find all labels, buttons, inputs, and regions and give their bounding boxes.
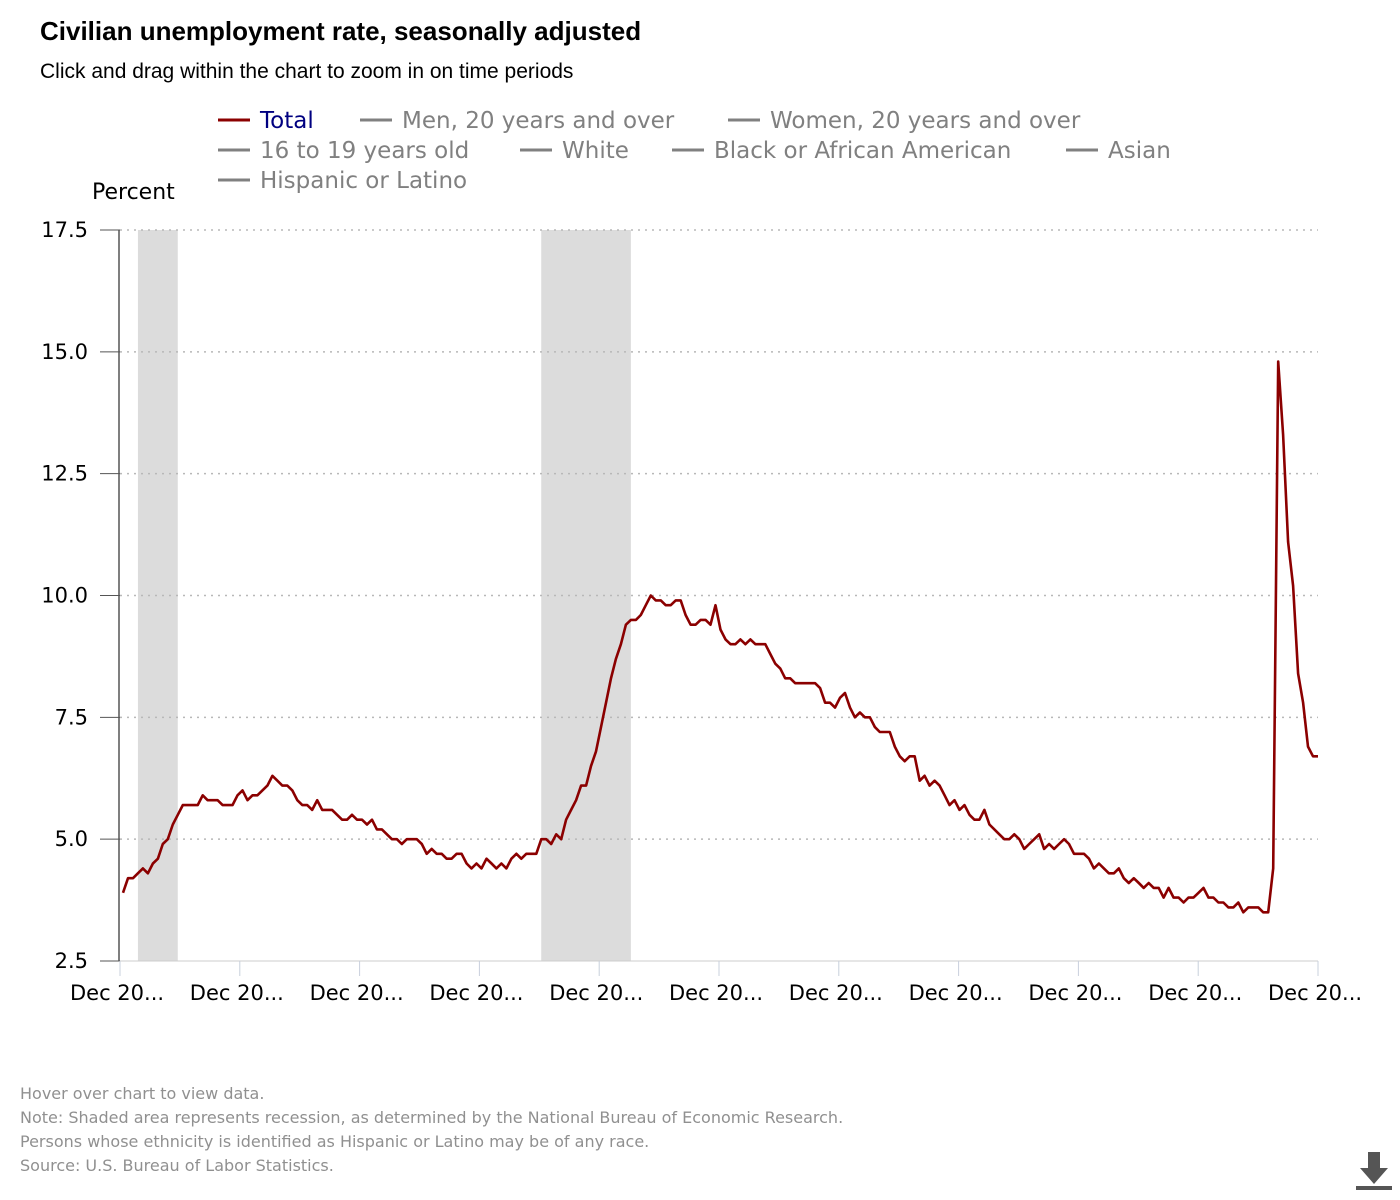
x-tick-label: Dec 20... (789, 981, 883, 1005)
legend-item-8[interactable]: Hispanic or Latino (260, 168, 467, 194)
x-tick-label: Dec 20... (909, 981, 1003, 1005)
y-tick-label: 2.5 (55, 949, 88, 973)
legend-item-4[interactable]: 16 to 19 years old (260, 138, 469, 164)
note-hover: Hover over chart to view data. (20, 1084, 265, 1103)
y-tick-label: 12.5 (41, 462, 88, 486)
download-icon (1356, 1152, 1392, 1190)
legend-item-6[interactable]: Black or African American (714, 138, 1011, 164)
legend-item-3[interactable]: Women, 20 years and over (770, 108, 1081, 134)
legend-item-7[interactable]: Asian (1108, 138, 1171, 164)
x-tick-label: Dec 20... (70, 981, 164, 1005)
recession-band-1 (137, 230, 178, 961)
series-line-total[interactable] (121, 360, 1318, 914)
note-hispanic: Persons whose ethnicity is identified as… (20, 1132, 650, 1151)
chart-title: Civilian unemployment rate, seasonally a… (40, 16, 642, 46)
x-tick-label: Dec 20... (310, 981, 404, 1005)
chart-subtitle: Click and drag within the chart to zoom … (40, 60, 574, 83)
legend-item-2[interactable]: Men, 20 years and over (402, 108, 675, 134)
y-tick-label: 7.5 (55, 705, 88, 729)
y-tick-label: 5.0 (55, 827, 88, 851)
y-tick-label: 15.0 (41, 340, 88, 364)
x-tick-label: Dec 20... (429, 981, 523, 1005)
x-tick-label: Dec 20... (549, 981, 643, 1005)
recession-band-2 (541, 230, 631, 961)
chart-notes: Hover over chart to view data. Note: Sha… (20, 1082, 843, 1178)
x-tick-label: Dec 20... (1148, 981, 1242, 1005)
x-tick-label: Dec 20... (1028, 981, 1122, 1005)
x-tick-label: Dec 20... (669, 981, 763, 1005)
download-button[interactable] (1352, 1148, 1396, 1192)
note-recession: Note: Shaded area represents recession, … (20, 1108, 844, 1127)
y-axis-label: Percent (92, 180, 175, 205)
x-tick-label: Dec 20... (190, 981, 284, 1005)
note-source: Source: U.S. Bureau of Labor Statistics. (20, 1156, 334, 1175)
legend-item-1[interactable]: Total (259, 108, 314, 134)
y-tick-label: 10.0 (41, 584, 88, 608)
y-tick-label: 17.5 (41, 218, 88, 242)
x-tick-label: Dec 20... (1268, 981, 1362, 1005)
legend-item-5[interactable]: White (562, 138, 629, 164)
